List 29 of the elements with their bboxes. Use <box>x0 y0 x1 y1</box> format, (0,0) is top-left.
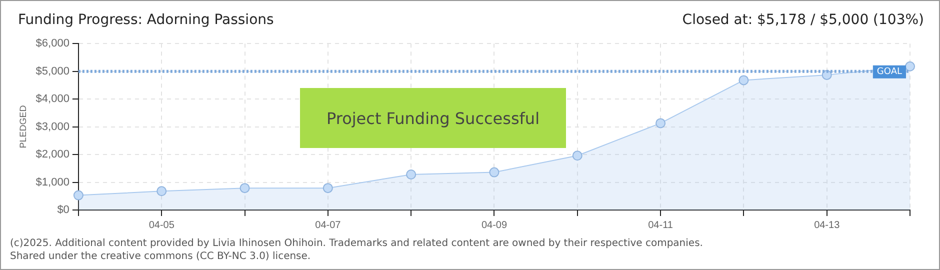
y-tick-label: $0 <box>57 204 70 216</box>
chart-title: Funding Progress: Adorning Passions <box>18 12 274 28</box>
point <box>73 190 84 200</box>
point <box>322 183 333 194</box>
text: (c)2025. Additional content provided by Livia Ihinosen Ohihoin. Trademarks and related content are owned by their respective companies. <box>10 237 703 250</box>
point <box>656 118 666 128</box>
x-tick-label: 04-05 <box>148 220 175 231</box>
y-tick-label: $5,000 <box>36 65 70 78</box>
point <box>738 75 749 86</box>
x-tick-label: 04-13 <box>814 220 840 231</box>
text: Shared under the creative commons (CC BY-NC 3.0) license. <box>10 250 312 263</box>
x-tick-label: 04-09 <box>481 220 508 231</box>
banner: Project Funding Successful <box>300 88 566 148</box>
y-tick-label: $2,000 <box>36 148 70 161</box>
point <box>572 150 582 161</box>
chart-subtitle: Closed at: $5,178 / $5,000 (103%) <box>682 12 924 28</box>
point <box>156 186 167 196</box>
y-axis-title: PLEDGED <box>18 104 28 148</box>
x-tick-label: 04-07 <box>315 220 342 231</box>
point <box>489 167 500 178</box>
y-tick-label: $3,000 <box>36 120 70 133</box>
y-tick-label: $6,000 <box>36 38 70 50</box>
x-tick-label: 04-11 <box>648 220 674 231</box>
point <box>240 183 250 194</box>
point <box>406 170 416 180</box>
y-tick-label: $4,000 <box>36 93 70 106</box>
ref-line-label: GOAL <box>876 67 902 78</box>
y-tick-label: $1,000 <box>36 176 70 188</box>
point <box>905 61 915 72</box>
